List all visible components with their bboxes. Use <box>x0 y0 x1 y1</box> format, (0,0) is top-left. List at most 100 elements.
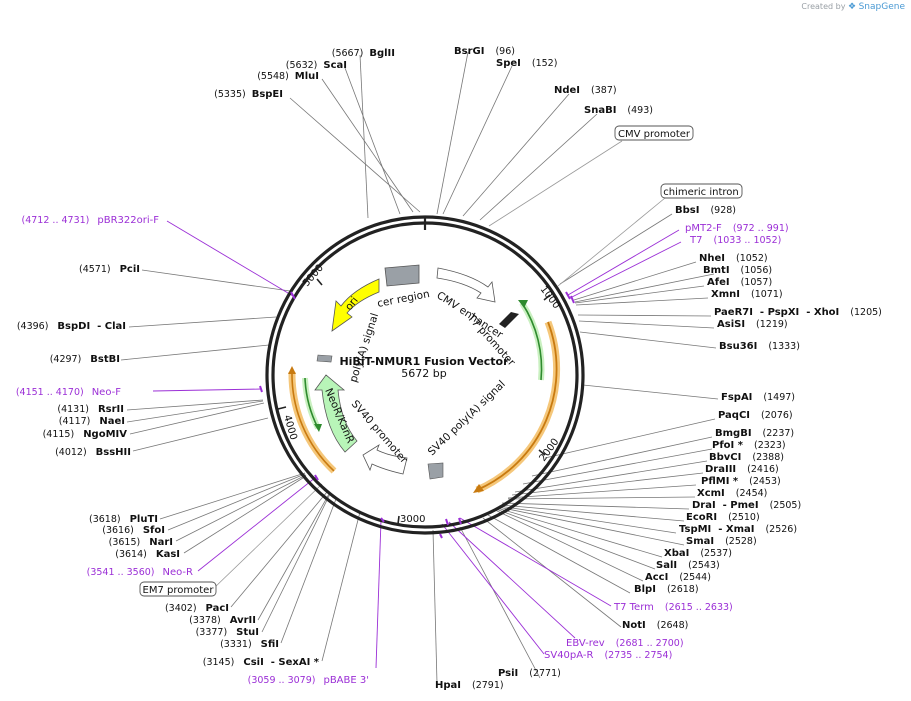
feature-leader-lines <box>212 140 666 590</box>
primer-marks <box>259 291 575 539</box>
site-label-blpi: BlpI (2618) <box>634 584 699 595</box>
site-label-stui: (3377) StuI <box>196 627 259 638</box>
sv40-promoter-shape <box>362 444 408 475</box>
primer-label-sv40pa-r: SV40pA-R (2735 .. 2754) <box>544 650 672 661</box>
site-label-fspai: FspAI (1497) <box>721 392 795 403</box>
site-label-xcmi: XcmI (2454) <box>697 488 767 499</box>
site-leader-lines <box>120 51 719 684</box>
primer-label-pbr322ori-f: (4712 .. 4731) pBR322ori-F <box>22 215 160 226</box>
polya-shape <box>316 354 333 363</box>
site-label-bstbi: (4297) BstBI <box>50 354 120 365</box>
site-label-bspei: (5335) BspEI <box>214 89 283 100</box>
boxed-feature-em7: EM7 promoter <box>139 581 217 597</box>
site-label-rsrii: (4131) RsrII <box>57 404 124 415</box>
site-label-naei: (4117) NaeI <box>59 416 125 427</box>
site-label-kasi: (3614) KasI <box>115 549 180 560</box>
site-label-bbvci: BbvCI (2388) <box>709 452 784 463</box>
primer-leader-lines <box>152 220 682 669</box>
t7-promoter-shape <box>499 312 519 328</box>
green-orf-arc-right-line <box>521 302 543 381</box>
plasmid-length: 5672 bp <box>401 367 446 380</box>
site-label-smai: SmaI (2528) <box>686 536 757 547</box>
tick-label-5000: 5000 <box>301 263 326 289</box>
site-label-bglii: (5667) BglII <box>332 48 395 59</box>
hibit-orf-arrowhead <box>473 484 484 493</box>
site-label-nhei: NheI (1052) <box>699 253 768 264</box>
cer-region-shape <box>384 264 420 287</box>
site-label-ndei: NdeI (387) <box>554 85 617 96</box>
hibit-orf-arc <box>475 320 561 494</box>
site-label-bsshii: (4012) BssHII <box>55 447 131 458</box>
site-labels-top-left: (5667) BglII (5632) ScaI (5548) MluI (5335)… <box>214 48 395 100</box>
tick-label-3000: 3000 <box>400 514 425 525</box>
site-labels-top-right: BsrGI (96) SpeI (152) NdeI (387) SnaBI (493) <box>454 46 653 116</box>
green-orf-arrowhead-right <box>518 300 528 308</box>
site-label-pcii: (4571) PciI <box>79 264 140 275</box>
primer-label-pbabe-3: (3059 .. 3079) pBABE 3' <box>248 675 369 686</box>
site-label-tspmi-xmai: TspMI - XmaI (2526) <box>679 524 797 535</box>
boxed-feature-cmv: CMV promoter <box>614 125 694 141</box>
hibit-orf-arc-line <box>476 321 558 491</box>
site-label-paci: (3402) PacI <box>165 603 229 614</box>
primer-label-neo-r: (3541 .. 3560) Neo-R <box>87 567 193 578</box>
site-label-paer7i-pspxi-xhoi: PaeR7I - PspXI - XhoI (1205) <box>714 307 882 318</box>
sv40-polya-shape <box>427 462 444 480</box>
site-label-xmni: XmnI (1071) <box>711 289 783 300</box>
site-label-bmgbi: BmgBI (2237) <box>715 428 794 439</box>
site-label-asisi: AsiSI (1219) <box>717 319 788 330</box>
site-label-afei: AfeI (1057) <box>707 277 772 288</box>
site-label-noti: NotI (2648) <box>622 620 688 631</box>
site-label-drai-pmei: DraI - PmeI (2505) <box>692 500 801 511</box>
primer-labels: (4712 .. 4731) pBR322ori-F pMT2-F (972 .. … <box>16 215 789 686</box>
site-label-nari: (3615) NarI <box>109 537 173 548</box>
site-label-mlui: (5548) MluI <box>257 71 319 82</box>
credit-brand: SnapGene <box>858 2 905 12</box>
neo-shape <box>314 374 358 453</box>
site-label-scai: (5632) ScaI <box>286 60 347 71</box>
primer-label-t7: T7 (1033 .. 1052) <box>689 235 781 246</box>
snapgene-credit: Created by ❖ SnapGene <box>801 2 905 12</box>
site-label-bsrgi: BsrGI (96) <box>454 46 515 57</box>
polya-label: poly(A) signal <box>347 312 381 384</box>
orange-arc-left-line <box>291 371 335 472</box>
green-arrowhead-left <box>314 424 322 432</box>
site-label-sfii: (3331) SfiI <box>220 639 279 650</box>
site-label-hpai: HpaI (2791) <box>435 680 504 691</box>
scale-ticks <box>277 278 551 525</box>
primer-label-t7-term: T7 Term (2615 .. 2633) <box>613 602 733 613</box>
site-label-xbai: XbaI (2537) <box>664 548 732 559</box>
site-label-paqci: PaqCI (2076) <box>718 410 793 421</box>
site-label-snabi: SnaBI (493) <box>584 105 653 116</box>
site-label-psii: PsiI (2771) <box>498 668 561 679</box>
primer-label-pmt2-f: pMT2-F (972 .. 991) <box>685 223 789 234</box>
cmv-promoter-box-label: CMV promoter <box>618 129 691 140</box>
site-label-bspdi-clai: (4396) BspDI - ClaI <box>17 321 126 332</box>
site-label-spei: SpeI (152) <box>496 58 557 69</box>
orange-arrowhead-left <box>288 366 296 374</box>
site-label-bsu36i: Bsu36I (1333) <box>719 341 800 352</box>
chimeric-intron-box-label: chimeric intron <box>663 187 738 198</box>
plasmid-name: HiBiT-NMUR1 Fusion Vector <box>339 355 509 368</box>
site-label-pfoi: PfoI * (2323) <box>712 440 786 451</box>
site-label-bbsi: BbsI (928) <box>675 205 736 216</box>
cmv-enhancer-shape <box>436 267 496 303</box>
primer-label-ebv-rev: EBV-rev (2681 .. 2700) <box>566 638 684 649</box>
site-label-bmti: BmtI (1056) <box>703 265 772 276</box>
credit-prefix: Created by <box>801 2 846 11</box>
site-label-pluti: (3618) PluTI <box>89 514 158 525</box>
site-label-sali: SalI (2543) <box>656 560 720 571</box>
primer-label-neo-f: (4151 .. 4170) Neo-F <box>16 387 121 398</box>
site-labels-left: (4571) PciI (4396) BspDI - ClaI (4297) BstB… <box>17 264 320 668</box>
site-label-sfoi: (3616) SfoI <box>102 525 165 536</box>
boxed-feature-chimeric-intron: chimeric intron <box>660 183 743 199</box>
site-labels-right: BbsI (928) NheI (1052) BmtI (1056) AfeI (105… <box>435 205 882 691</box>
snapgene-logo-icon: ❖ <box>847 2 857 12</box>
sv40-polya-label: SV40 poly(A) signal <box>426 378 508 458</box>
site-label-ecori: EcoRI (2510) <box>686 512 760 523</box>
green-arc-left <box>302 377 321 430</box>
site-label-acci: AccI (2544) <box>645 572 711 583</box>
site-label-draiii: DraIII (2416) <box>705 464 779 475</box>
site-label-csii-sexai: (3145) CsiI - SexAI * <box>203 657 320 668</box>
site-label-pflmi: PflMI * (2453) <box>701 476 781 487</box>
